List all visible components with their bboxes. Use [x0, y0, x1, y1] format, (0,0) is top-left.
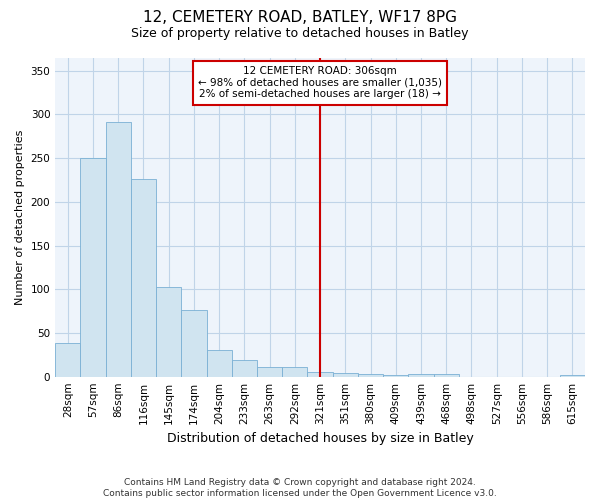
Bar: [307, 372, 332, 376]
Bar: [434, 374, 459, 376]
Bar: [131, 179, 156, 376]
Bar: [181, 310, 206, 376]
Bar: [206, 350, 232, 376]
Bar: [156, 286, 181, 376]
Bar: [257, 367, 282, 376]
Text: 12, CEMETERY ROAD, BATLEY, WF17 8PG: 12, CEMETERY ROAD, BATLEY, WF17 8PG: [143, 10, 457, 25]
Bar: [409, 374, 434, 376]
Bar: [106, 122, 131, 376]
Bar: [55, 344, 80, 376]
Bar: [383, 375, 409, 376]
Text: 12 CEMETERY ROAD: 306sqm
← 98% of detached houses are smaller (1,035)
2% of semi: 12 CEMETERY ROAD: 306sqm ← 98% of detach…: [198, 66, 442, 100]
Bar: [332, 373, 358, 376]
X-axis label: Distribution of detached houses by size in Batley: Distribution of detached houses by size …: [167, 432, 473, 445]
Bar: [232, 360, 257, 376]
Bar: [282, 367, 307, 376]
Bar: [358, 374, 383, 376]
Text: Contains HM Land Registry data © Crown copyright and database right 2024.
Contai: Contains HM Land Registry data © Crown c…: [103, 478, 497, 498]
Bar: [560, 375, 585, 376]
Text: Size of property relative to detached houses in Batley: Size of property relative to detached ho…: [131, 28, 469, 40]
Y-axis label: Number of detached properties: Number of detached properties: [15, 130, 25, 305]
Bar: [80, 158, 106, 376]
